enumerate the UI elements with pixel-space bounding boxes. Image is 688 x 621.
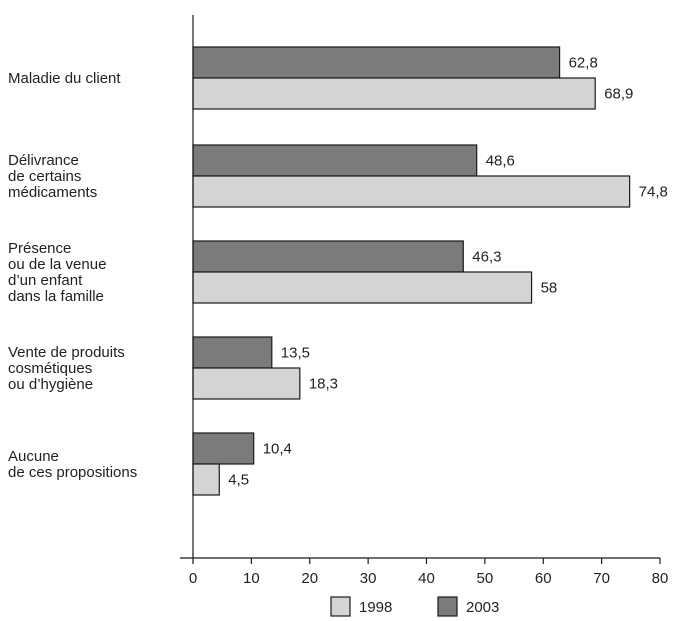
x-tick-label: 30 [360, 570, 377, 587]
data-label-2003-3: 13,5 [281, 345, 310, 362]
category-label-line: ou d’hygiène [8, 376, 93, 393]
bar-1998-1 [192, 175, 631, 208]
data-label-1998-0: 68,9 [604, 86, 633, 103]
data-label-1998-4: 4,5 [228, 472, 249, 489]
category-label-line: médicaments [8, 184, 97, 201]
category-label-line: de ces propositions [8, 464, 137, 481]
category-label-line: cosmétiques [8, 360, 92, 377]
bar-1998-3 [192, 367, 301, 400]
category-label-line: de certains [8, 168, 81, 185]
x-tick-label: 40 [418, 570, 435, 587]
bar-2003-4 [192, 432, 255, 465]
x-tick-label: 70 [593, 570, 610, 587]
bar-1998-2 [192, 271, 533, 304]
x-tick-label: 60 [535, 570, 552, 587]
category-label-line: Vente de produits [8, 344, 125, 361]
legend-label-2003: 2003 [466, 599, 499, 616]
category-label-line: Délivrance [8, 152, 79, 169]
bar-2003-2 [192, 240, 464, 273]
category-label: Aucune de ces propositions [8, 448, 137, 481]
category-label-line: d’un enfant [8, 272, 83, 289]
x-tick-label: 0 [189, 570, 197, 587]
category-labels-group: Maladie du client Délivrance de certains mé… [8, 70, 137, 481]
category-label-line: Maladie du client [8, 70, 121, 87]
data-label-2003-4: 10,4 [263, 441, 292, 458]
x-tick-label: 80 [652, 570, 669, 587]
bar-2003-3 [192, 336, 273, 369]
category-label: Délivrance de certains médicaments [8, 152, 97, 201]
data-label-2003-0: 62,8 [569, 55, 598, 72]
category-label: Présence ou de la venue d’un enfant dans la… [8, 240, 106, 305]
category-label: Maladie du client [8, 70, 121, 87]
category-label-line: dans la famille [8, 288, 104, 305]
legend-swatch-2003 [437, 596, 458, 617]
category-label-line: Présence [8, 240, 71, 257]
bar-1998-4 [192, 463, 220, 496]
category-label: Vente de produits cosmétiques ou d’hygiène [8, 344, 125, 393]
data-label-2003-1: 48,6 [486, 153, 515, 170]
legend-label-1998: 1998 [359, 599, 392, 616]
bars-group [192, 46, 631, 496]
category-label-line: Aucune [8, 448, 59, 465]
data-label-1998-1: 74,8 [639, 184, 668, 201]
data-label-1998-2: 58 [541, 280, 558, 297]
axes-group: 0 10 20 30 40 50 60 70 80 [180, 15, 668, 587]
legend: 1998 2003 [330, 596, 499, 617]
x-tick-label: 10 [243, 570, 260, 587]
legend-swatch-1998 [330, 596, 351, 617]
x-tick-label: 20 [301, 570, 318, 587]
x-tick-label: 50 [477, 570, 494, 587]
value-labels-group: 62,8 68,9 48,6 74,8 46,3 58 13,5 18,3 10,4 4,5 [228, 55, 668, 489]
data-label-1998-3: 18,3 [309, 376, 338, 393]
bar-1998-0 [192, 77, 596, 110]
bar-2003-0 [192, 46, 561, 79]
bar-2003-1 [192, 144, 478, 177]
category-label-line: ou de la venue [8, 256, 106, 273]
data-label-2003-2: 46,3 [472, 249, 501, 266]
